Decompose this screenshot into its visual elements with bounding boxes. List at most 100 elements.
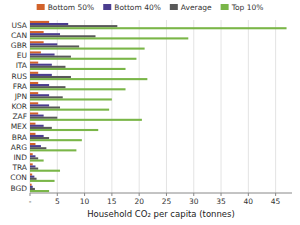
legend-swatch bbox=[103, 4, 111, 10]
legend-label: Bottom 40% bbox=[114, 3, 161, 12]
grid-line bbox=[111, 20, 112, 193]
bar bbox=[30, 74, 52, 76]
bar bbox=[30, 174, 32, 176]
bar bbox=[30, 48, 145, 50]
bar bbox=[30, 125, 44, 127]
tick-label: 25 bbox=[162, 197, 172, 206]
bar bbox=[30, 127, 52, 129]
grid-line bbox=[248, 20, 249, 193]
tick-label: 40 bbox=[244, 197, 254, 206]
category-label: KOR bbox=[11, 102, 27, 111]
bar bbox=[30, 112, 38, 114]
bar bbox=[30, 147, 46, 149]
bar bbox=[30, 86, 65, 88]
tick-label: 5 bbox=[55, 197, 60, 206]
legend-label: Bottom 50% bbox=[48, 3, 95, 12]
bar bbox=[30, 139, 82, 141]
category-label: CON bbox=[10, 173, 27, 182]
bars bbox=[30, 21, 287, 192]
category-label: GBR bbox=[11, 41, 27, 50]
bar bbox=[30, 66, 65, 68]
bar bbox=[30, 180, 55, 182]
bar bbox=[30, 176, 34, 178]
grid-line bbox=[193, 20, 194, 193]
bar bbox=[30, 43, 57, 45]
category-label: ITA bbox=[16, 61, 28, 70]
legend-swatch bbox=[221, 4, 229, 10]
bar bbox=[30, 163, 33, 165]
legend-swatch bbox=[37, 4, 45, 10]
bar bbox=[30, 168, 38, 170]
bar bbox=[30, 117, 57, 119]
bar bbox=[30, 84, 49, 86]
axis-label: Household CO₂ per capita (tonnes) bbox=[87, 209, 235, 219]
bar bbox=[30, 115, 44, 117]
tick-label: 30 bbox=[189, 197, 199, 206]
background bbox=[0, 0, 300, 225]
bar bbox=[30, 94, 49, 96]
category-label: BRA bbox=[12, 133, 28, 142]
bar bbox=[30, 170, 60, 172]
grid-line bbox=[275, 20, 276, 193]
bar bbox=[30, 45, 79, 47]
bar bbox=[30, 82, 38, 84]
bar bbox=[30, 184, 32, 186]
bar bbox=[30, 153, 33, 155]
bar bbox=[30, 25, 117, 27]
category-label: BGD bbox=[10, 184, 27, 193]
bar bbox=[30, 145, 41, 147]
category-label: JPN bbox=[14, 92, 27, 101]
bar bbox=[30, 133, 35, 135]
bar bbox=[30, 102, 38, 104]
legend-item: Average bbox=[170, 3, 212, 12]
bar bbox=[30, 62, 38, 64]
bar bbox=[30, 58, 136, 60]
category-label: TRA bbox=[11, 163, 27, 172]
bar bbox=[30, 23, 68, 25]
bar bbox=[30, 96, 63, 98]
grid-line bbox=[221, 20, 222, 193]
bar bbox=[30, 186, 33, 188]
grid bbox=[30, 20, 276, 193]
bar bbox=[30, 88, 126, 90]
category-label: MEX bbox=[11, 122, 27, 131]
bar bbox=[30, 54, 55, 56]
grid-line bbox=[139, 20, 140, 193]
bar bbox=[30, 31, 44, 33]
bar bbox=[30, 27, 287, 29]
legend-swatch bbox=[170, 4, 178, 10]
bar bbox=[30, 155, 35, 157]
legend-item: Bottom 50% bbox=[37, 3, 95, 12]
bar bbox=[30, 119, 142, 121]
bar bbox=[30, 37, 188, 39]
bar bbox=[30, 21, 49, 23]
bar bbox=[30, 56, 71, 58]
bar bbox=[30, 190, 49, 192]
tick-label: 35 bbox=[216, 197, 226, 206]
tick-label: 45 bbox=[271, 197, 281, 206]
bar bbox=[30, 76, 71, 78]
legend-item: Bottom 40% bbox=[103, 3, 161, 12]
tick-label: - bbox=[29, 197, 32, 206]
category-label: RUS bbox=[12, 72, 28, 81]
grid-line bbox=[84, 20, 85, 193]
category-label: ZAF bbox=[12, 112, 27, 121]
y-axis: USACANGBREUITARUSFRAJPNKORZAFMEXBRAARGIN… bbox=[10, 21, 28, 193]
x-axis: - 5 10 15 20 25 30 35 40 45 bbox=[29, 193, 292, 206]
axis-line bbox=[30, 193, 292, 194]
tick-label: 20 bbox=[134, 197, 144, 206]
bar bbox=[30, 78, 147, 80]
category-label: USA bbox=[11, 21, 27, 30]
tick-label: 15 bbox=[107, 197, 117, 206]
bar bbox=[30, 188, 35, 190]
bar bbox=[30, 178, 37, 180]
legend-label: Top 10% bbox=[231, 3, 264, 12]
bar bbox=[30, 33, 60, 35]
bar bbox=[30, 149, 76, 151]
bar bbox=[30, 51, 41, 53]
bar bbox=[30, 72, 38, 74]
legend: Bottom 50% Bottom 40% Average Top 10% bbox=[37, 3, 264, 12]
tick-label: 10 bbox=[80, 197, 90, 206]
bar bbox=[30, 123, 35, 125]
category-label: IND bbox=[13, 153, 27, 162]
